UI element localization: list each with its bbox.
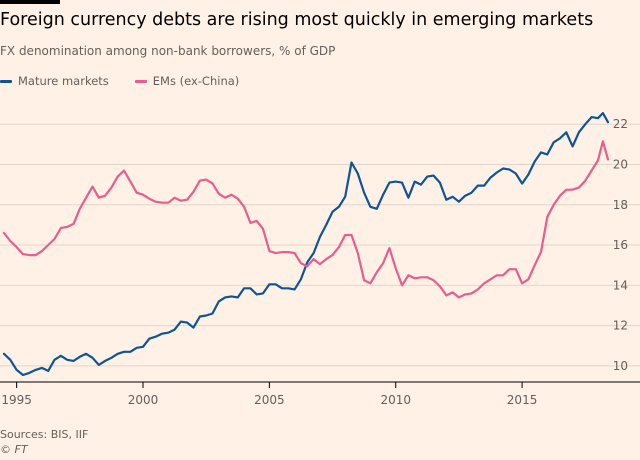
- credit-note: © FT: [0, 443, 28, 456]
- y-tick-label-12: 12: [613, 319, 628, 333]
- y-tick-label-22: 22: [613, 117, 628, 131]
- source-note: Sources: BIS, IIF: [0, 428, 89, 441]
- y-tick-label-10: 10: [613, 359, 628, 373]
- y-tick-label-18: 18: [613, 198, 628, 212]
- x-tick-label-1995: 1995: [1, 393, 32, 407]
- legend-swatch-ems: [134, 79, 147, 83]
- x-tick-label-2015: 2015: [507, 393, 538, 407]
- x-tick-label-2005: 2005: [254, 393, 285, 407]
- series-line-mature-markets: [2, 112, 610, 377]
- y-tick-label-14: 14: [613, 278, 628, 292]
- header-rule: [0, 0, 60, 4]
- legend-item-mature-markets: Mature markets: [0, 74, 109, 88]
- legend-swatch-mature-markets: [0, 79, 12, 83]
- chart-title: Foreign currency debts are rising most q…: [0, 10, 594, 30]
- series-line-ems: [2, 140, 610, 299]
- legend-item-ems: EMs (ex-China): [134, 74, 240, 88]
- chart-subtitle: FX denomination among non-bank borrowers…: [0, 44, 336, 58]
- y-tick-label-20: 20: [613, 157, 628, 171]
- x-tick-label-2010: 2010: [380, 393, 411, 407]
- y-tick-label-16: 16: [613, 238, 628, 252]
- legend: Mature markets EMs (ex-China): [0, 74, 265, 88]
- legend-label-mature-markets: Mature markets: [18, 74, 109, 88]
- legend-label-ems: EMs (ex-China): [152, 74, 240, 88]
- x-tick-label-2000: 2000: [128, 393, 159, 407]
